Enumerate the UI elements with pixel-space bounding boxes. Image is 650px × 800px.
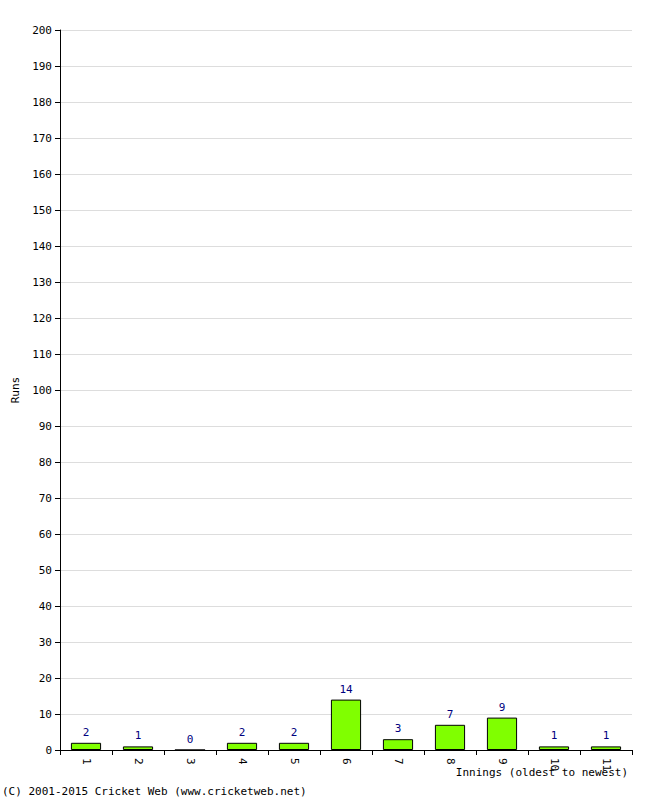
- svg-text:0: 0: [45, 744, 52, 757]
- svg-text:5: 5: [288, 758, 301, 765]
- svg-text:9: 9: [496, 758, 509, 765]
- svg-text:60: 60: [39, 528, 52, 541]
- svg-text:30: 30: [39, 636, 52, 649]
- svg-text:150: 150: [32, 204, 52, 217]
- svg-text:190: 190: [32, 60, 52, 73]
- svg-text:11: 11: [600, 758, 613, 771]
- svg-text:40: 40: [39, 600, 52, 613]
- svg-text:130: 130: [32, 276, 52, 289]
- svg-text:2: 2: [132, 758, 145, 765]
- svg-text:1: 1: [603, 729, 610, 742]
- svg-text:3: 3: [184, 758, 197, 765]
- svg-text:20: 20: [39, 672, 52, 685]
- svg-text:4: 4: [236, 758, 249, 765]
- svg-text:7: 7: [392, 758, 405, 765]
- svg-text:170: 170: [32, 132, 52, 145]
- svg-text:110: 110: [32, 348, 52, 361]
- svg-text:(C) 2001-2015 Cricket Web (www: (C) 2001-2015 Cricket Web (www.cricketwe…: [2, 785, 307, 798]
- svg-text:2: 2: [291, 726, 298, 739]
- svg-text:80: 80: [39, 456, 52, 469]
- svg-text:1: 1: [551, 729, 558, 742]
- svg-text:1: 1: [80, 758, 93, 765]
- svg-text:14: 14: [339, 683, 353, 696]
- svg-text:100: 100: [32, 384, 52, 397]
- svg-text:Runs: Runs: [9, 377, 22, 404]
- svg-text:9: 9: [499, 701, 506, 714]
- svg-text:2: 2: [239, 726, 246, 739]
- svg-text:10: 10: [39, 708, 52, 721]
- svg-text:120: 120: [32, 312, 52, 325]
- svg-text:8: 8: [444, 758, 457, 765]
- svg-text:3: 3: [395, 722, 402, 735]
- svg-text:90: 90: [39, 420, 52, 433]
- svg-text:50: 50: [39, 564, 52, 577]
- svg-text:200: 200: [32, 24, 52, 37]
- svg-text:2: 2: [83, 726, 90, 739]
- svg-text:140: 140: [32, 240, 52, 253]
- svg-text:160: 160: [32, 168, 52, 181]
- svg-text:Innings (oldest to newest): Innings (oldest to newest): [455, 766, 628, 779]
- svg-text:1: 1: [135, 729, 142, 742]
- svg-text:70: 70: [39, 492, 52, 505]
- svg-text:6: 6: [340, 758, 353, 765]
- svg-text:10: 10: [548, 758, 561, 771]
- svg-text:7: 7: [447, 708, 454, 721]
- svg-text:180: 180: [32, 96, 52, 109]
- svg-text:0: 0: [187, 733, 194, 746]
